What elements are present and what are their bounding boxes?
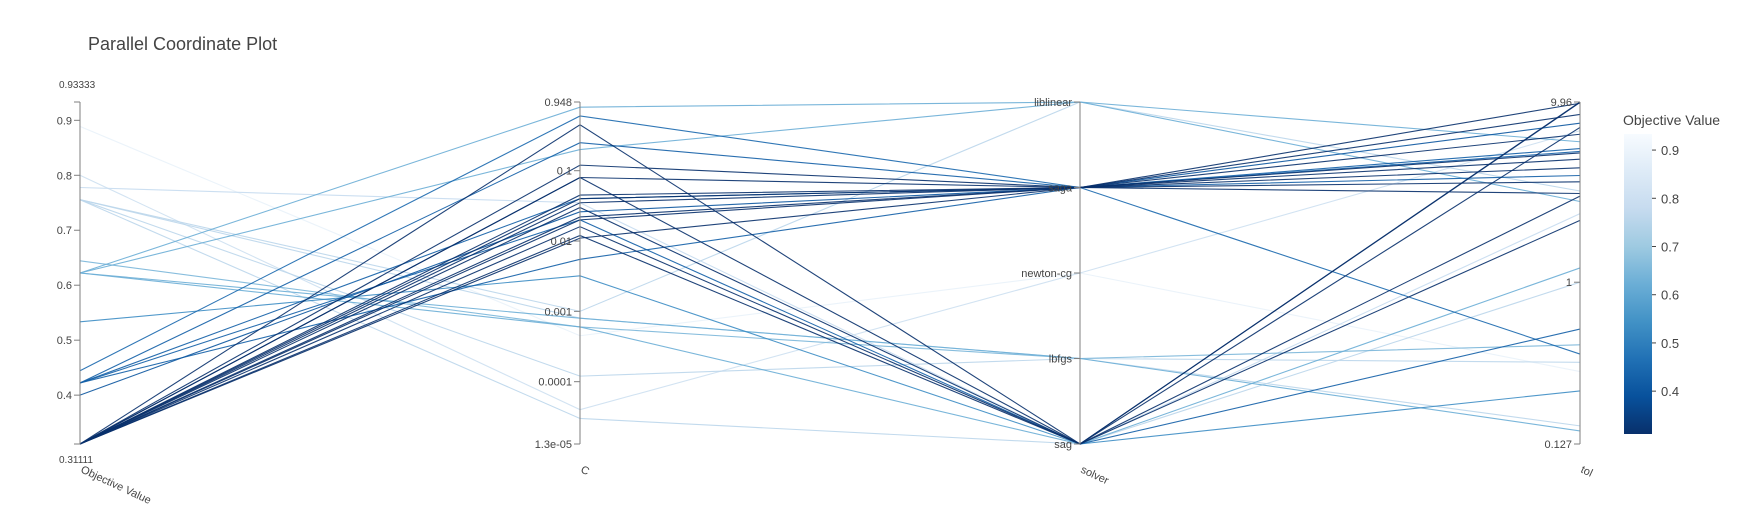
tick-label: 0.001 bbox=[544, 306, 572, 318]
trial-line-30 bbox=[79, 125, 1581, 373]
tick-label: 0.8 bbox=[57, 170, 72, 182]
trial-line-11 bbox=[79, 158, 1581, 445]
tick-label: 0.01 bbox=[551, 236, 572, 248]
axis-title: tol bbox=[1579, 464, 1595, 480]
tick-label-sag: sag bbox=[1054, 439, 1072, 451]
trial-line-8 bbox=[79, 101, 1581, 445]
trial-line-21 bbox=[79, 101, 1581, 274]
tick-label: 0.0001 bbox=[538, 377, 572, 389]
range-min-label: 1.3e-05 bbox=[535, 439, 572, 451]
tick-label: 0.1 bbox=[557, 166, 572, 178]
tick-label: 0.9 bbox=[57, 115, 72, 127]
trial-line-23 bbox=[79, 260, 1581, 360]
trial-line-28 bbox=[79, 130, 1581, 411]
colorbar-tick-label: 0.8 bbox=[1661, 191, 1679, 206]
trial-line-31 bbox=[79, 199, 1581, 445]
tick-label-lbfgs: lbfgs bbox=[1049, 354, 1073, 366]
trial-line-22 bbox=[79, 101, 1581, 274]
trial-line-20 bbox=[79, 275, 1581, 445]
axis-title: solver bbox=[1079, 464, 1111, 487]
trial-line-9 bbox=[79, 102, 1581, 445]
trial-line-25 bbox=[79, 101, 1581, 312]
trial-line-19 bbox=[79, 115, 1581, 372]
trial-line-14 bbox=[79, 122, 1581, 396]
trial-line-3 bbox=[79, 133, 1581, 445]
axes: 0.4 0.5 0.6 0.7 0.8 0.9 0.93333 0.31111Objectiv… bbox=[57, 80, 1595, 507]
tick-label: 0.4 bbox=[57, 390, 72, 402]
trial-line-1 bbox=[79, 102, 1581, 445]
tick-label-saga: saga bbox=[1048, 183, 1073, 195]
chart-title: Parallel Coordinate Plot bbox=[88, 34, 277, 54]
trial-line-27 bbox=[79, 186, 1581, 445]
trial-line-10 bbox=[79, 124, 1581, 445]
range-max-label: 0.93333 bbox=[59, 80, 96, 91]
axis-tol: 1 9.96 0.127 tol bbox=[1544, 97, 1594, 480]
trial-line-32 bbox=[79, 272, 1581, 432]
tick-label: 1 bbox=[1566, 277, 1572, 289]
colorbar-title: Objective Value bbox=[1623, 112, 1720, 128]
trial-line-15 bbox=[79, 142, 1581, 384]
trial-line-29 bbox=[79, 199, 1581, 377]
colorbar-tick-label: 0.9 bbox=[1661, 143, 1679, 158]
range-max-label: 0.948 bbox=[544, 97, 572, 109]
trial-line-5 bbox=[79, 167, 1581, 445]
colorbar-tick-label: 0.5 bbox=[1661, 336, 1679, 351]
colorbar-tick-label: 0.6 bbox=[1661, 288, 1679, 303]
colorbar-gradient bbox=[1624, 134, 1652, 434]
trial-line-6 bbox=[79, 181, 1581, 445]
tick-label: 0.6 bbox=[57, 280, 72, 292]
axis-title: Objective Value bbox=[79, 464, 153, 507]
axis-c: 0.1 0.01 0.001 0.0001 0.948 1.3e-05 C bbox=[535, 97, 591, 478]
trial-line-24 bbox=[79, 267, 1581, 445]
tick-label-liblinear: liblinear bbox=[1034, 97, 1072, 109]
trial-line-12 bbox=[79, 195, 1581, 445]
colorbar-tick-label: 0.7 bbox=[1661, 239, 1679, 254]
range-min-label: 0.31111 bbox=[59, 455, 93, 466]
range-max-label: 9.96 bbox=[1551, 97, 1572, 109]
colorbar: Objective Value 0.4 0.5 0.6 0.7 0.8 0.9 bbox=[1623, 112, 1720, 434]
axis-title: C bbox=[579, 464, 591, 478]
trial-line-7 bbox=[79, 186, 1581, 445]
tick-label-newton-cg: newton-cg bbox=[1021, 268, 1072, 280]
colorbar-tick-label: 0.4 bbox=[1661, 384, 1679, 399]
axis-objective-value: 0.4 0.5 0.6 0.7 0.8 0.9 0.93333 0.31111Objectiv… bbox=[57, 80, 153, 507]
trial-line-13 bbox=[79, 219, 1581, 445]
trial-lines bbox=[79, 101, 1581, 445]
trial-line-4 bbox=[79, 152, 1581, 445]
trial-line-17 bbox=[79, 219, 1581, 445]
tick-label: 0.5 bbox=[57, 335, 72, 347]
range-min-label: 0.127 bbox=[1544, 439, 1572, 451]
trial-line-16 bbox=[79, 150, 1581, 384]
tick-label: 0.7 bbox=[57, 225, 72, 237]
